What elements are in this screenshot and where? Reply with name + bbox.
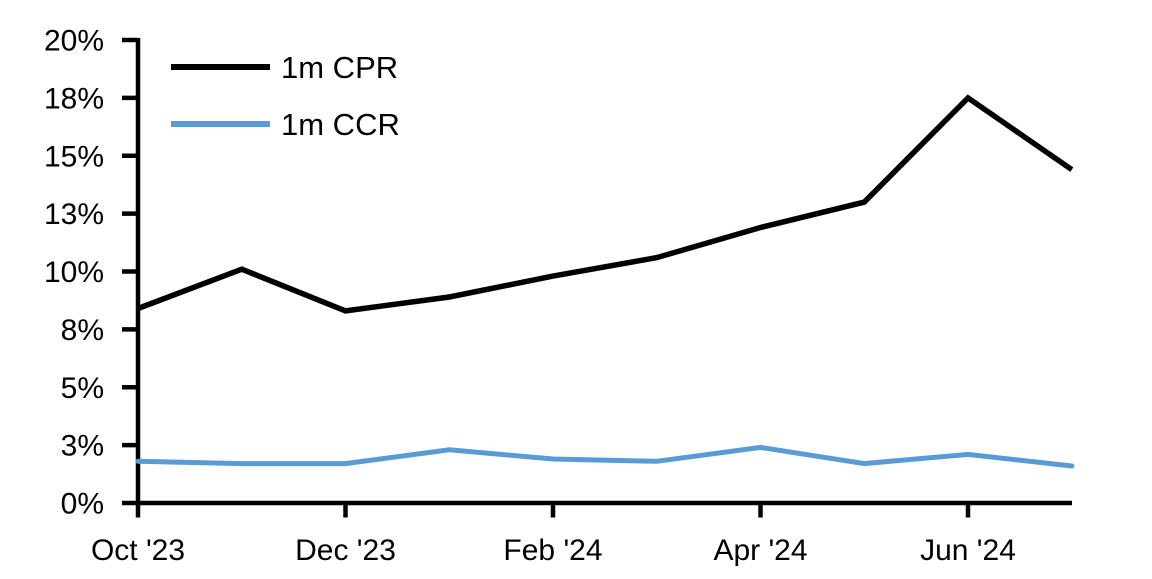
y-ticks: 20% 18% 15% 13% 10% 8% 5% 3% 0% [44,25,138,521]
y-tick-label: 20% [44,25,104,58]
x-tick-label: Jun '24 [920,534,1016,567]
y-tick-label: 5% [61,372,104,405]
y-tick-label: 3% [61,430,104,463]
y-tick-label: 15% [44,140,104,173]
series-line-cpr [137,94,1074,314]
x-ticks: Oct '23 Dec '23 Feb '24 Apr '24 Jun '24 [91,503,1016,567]
x-tick-label: Dec '23 [295,534,396,567]
y-tick-label: 18% [44,82,104,115]
legend: 1m CPR 1m CCR [171,50,400,142]
x-tick-label: Feb '24 [503,534,602,567]
y-tick-label: 10% [44,256,104,289]
series-line-ccr [135,444,1075,469]
y-tick-label: 0% [61,488,104,521]
y-tick-label: 13% [44,198,104,231]
x-tick-label: Apr '24 [713,534,807,567]
x-tick-label: Oct '23 [91,534,185,567]
legend-label-cpr: 1m CPR [281,50,398,85]
y-tick-label: 8% [61,314,104,347]
legend-label-ccr: 1m CCR [281,107,400,142]
axes: 20% 18% 15% 13% 10% 8% 5% 3% 0% Oct '23 Dec '23 Fe… [44,25,1072,567]
